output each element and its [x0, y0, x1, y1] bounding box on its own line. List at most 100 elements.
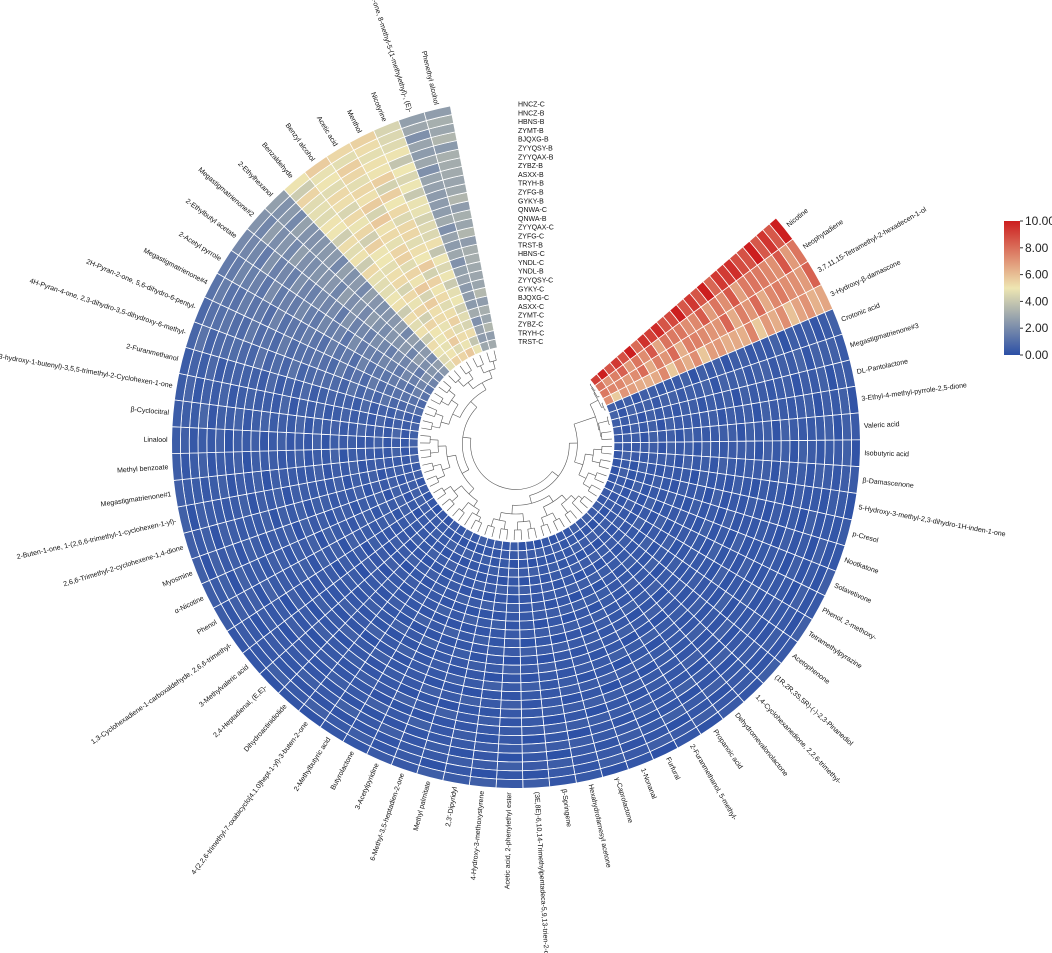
heatmap-cell: [495, 778, 524, 789]
heatmap-cell: [188, 427, 199, 454]
dendrogram-branch: [561, 504, 568, 513]
heatmap-cell: [364, 447, 376, 461]
compound-label: 1,4-Cyclohexanedione, 2,2,6-trimethyl-: [754, 694, 843, 786]
compound-label: β-Springene: [560, 789, 572, 828]
heatmap-cell: [762, 440, 773, 462]
heatmap-cell: [491, 610, 507, 622]
compound-label: Furfural: [664, 756, 681, 781]
heatmap-cell: [493, 592, 508, 604]
heatmap-cell: [498, 734, 523, 745]
heatmap-cell: [683, 441, 694, 457]
heatmap-cell: [507, 567, 520, 578]
sample-label: ASXX-C: [518, 304, 544, 311]
compound-label: Nootkatone: [843, 557, 879, 576]
sample-label: ZYMT-B: [518, 128, 544, 135]
dendrogram-branch: [448, 375, 456, 383]
heatmap-cell: [521, 725, 546, 736]
compound-label: Menthol: [345, 109, 363, 135]
heatmap-cell: [171, 426, 182, 455]
dendrogram-branch: [564, 514, 571, 524]
heatmap-cell: [276, 449, 288, 470]
compound-label: 3-Methylvaleric acid: [198, 664, 250, 709]
heatmap-cell: [832, 414, 844, 441]
sample-label: YNDL-C: [518, 260, 544, 267]
heatmap-cell: [674, 428, 685, 443]
dendrogram-branch: [420, 435, 431, 437]
dendrogram-branch: [499, 512, 502, 521]
dendrogram-branch: [433, 487, 443, 494]
dendrogram-branch: [599, 465, 609, 470]
heatmap-cell: [285, 449, 297, 469]
dendrogram-branch: [600, 432, 603, 440]
compound-label: Megastigmatrienone#1: [100, 491, 172, 508]
heatmap-cell: [504, 629, 521, 640]
colorbar-tick-label: 6.00: [1025, 268, 1049, 282]
heatmap-cell: [797, 440, 808, 464]
heatmap-cell: [520, 672, 540, 684]
dendrogram-branch: [522, 513, 524, 522]
heatmap-cell: [517, 549, 528, 560]
heatmap-cell: [519, 637, 537, 648]
dendrogram-branch: [473, 500, 478, 507]
heatmap-cell: [517, 541, 527, 552]
dendrogram-branch: [601, 438, 612, 440]
dendrogram-branch: [601, 406, 604, 408]
heatmap-cell: [321, 418, 332, 436]
heatmap-cell: [382, 426, 394, 439]
heatmap-cell: [521, 742, 547, 754]
heatmap-cell: [613, 433, 624, 444]
heatmap-cell: [762, 420, 773, 442]
dendrogram-branch: [462, 407, 478, 470]
heatmap-cell: [259, 430, 270, 452]
dendrogram-branch: [453, 485, 462, 492]
compound-label: (3E,8E)-6,10,14-Trimethylpentadeca-5,9,1…: [533, 792, 550, 953]
heatmap-cell: [294, 449, 306, 468]
heatmap-cell: [639, 441, 650, 454]
dendrogram-branch: [430, 451, 439, 454]
dendrogram-branch: [546, 524, 552, 534]
heatmap-cell: [241, 429, 252, 453]
heatmap-cell: [505, 602, 520, 613]
compound-label: 2-Acetyl pyrrole: [177, 231, 222, 263]
dendrogram-branch: [458, 512, 465, 521]
heatmap-cell: [400, 437, 410, 448]
compound-label: 3,7,11,15-Tetramethyl-2-hexadecen-1-ol: [817, 206, 928, 274]
heatmap-cell: [259, 450, 271, 472]
dendrogram-branch: [593, 448, 602, 450]
compound-label: (1R,2R,3S,5R)-(-)-2,3-Pinanediol: [773, 674, 854, 748]
heatmap-cell: [329, 434, 340, 450]
heatmap-cell: [638, 451, 650, 464]
dendrogram-branch: [571, 502, 583, 514]
heatmap-cell: [206, 428, 217, 454]
dendrogram-branch: [543, 506, 548, 516]
heatmap-cell: [499, 717, 523, 728]
dendrogram-branch: [601, 431, 612, 434]
heatmap-cell: [701, 441, 712, 458]
dendrogram-branch: [441, 498, 450, 506]
heatmap-cell: [215, 428, 226, 453]
heatmap-cell: [780, 440, 791, 463]
heatmap-cell: [501, 673, 522, 684]
colorbar-tick-label: 8.00: [1025, 241, 1049, 255]
compound-label: Methyl palmitate: [413, 780, 433, 831]
heatmap-cell: [338, 434, 349, 450]
dendrogram-branch: [421, 427, 432, 430]
heatmap-cell: [499, 708, 522, 719]
heatmap-cell: [382, 436, 393, 449]
dendrogram-branch: [591, 387, 593, 389]
compound-label: Acetic acid, 2-phenylethyl ester: [504, 792, 513, 890]
heatmap-cell: [505, 611, 520, 622]
dendrogram-branch: [548, 495, 554, 502]
dendrogram-branch: [491, 527, 495, 538]
dendrogram-branch: [468, 372, 474, 380]
heatmap-cell: [347, 448, 358, 463]
heatmap-cell: [700, 425, 712, 443]
heatmap-cell: [391, 427, 402, 439]
heatmap-cell: [497, 566, 510, 578]
heatmap-cell: [526, 557, 539, 569]
sample-label: TRST-C: [518, 339, 543, 346]
compound-label: α-Nicotine: [174, 595, 206, 615]
heatmap-cell: [621, 433, 632, 444]
heatmap-cell: [502, 655, 521, 666]
heatmap-cell: [692, 426, 703, 443]
